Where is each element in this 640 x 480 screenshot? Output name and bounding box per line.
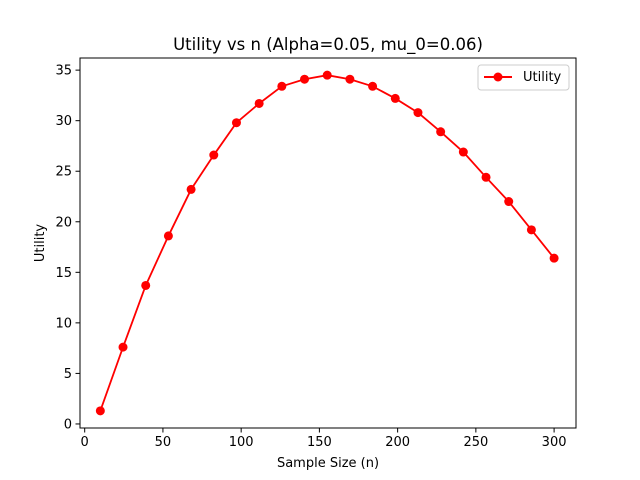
y-tick-label: 35: [55, 64, 72, 79]
y-tick-label: 25: [55, 165, 72, 180]
data-point: [390, 93, 400, 103]
x-tick-label: 100: [229, 435, 254, 450]
y-axis-label: Utility: [33, 224, 48, 263]
x-tick-label: 50: [155, 435, 172, 450]
data-point: [481, 172, 491, 182]
data-point: [141, 280, 151, 290]
legend: Utility: [477, 64, 570, 91]
y-axis-ticks: 0 5 10 15 20 25 30 35: [55, 64, 80, 432]
data-point: [504, 197, 514, 207]
data-point: [186, 184, 196, 194]
data-point: [526, 225, 536, 235]
data-point: [345, 74, 355, 84]
data-point: [163, 231, 173, 241]
data-point: [231, 118, 241, 128]
x-tick-label: 150: [307, 435, 332, 450]
data-point: [436, 127, 446, 137]
y-tick-label: 5: [64, 367, 72, 382]
data-point: [368, 81, 378, 91]
legend-label: Utility: [523, 70, 562, 85]
legend-box: [477, 64, 570, 91]
x-tick-label: 200: [385, 435, 410, 450]
data-point: [209, 150, 219, 160]
y-tick-label: 20: [55, 215, 72, 230]
x-tick-label: 0: [81, 435, 89, 450]
data-point: [549, 253, 559, 263]
x-tick-label: 250: [463, 435, 488, 450]
data-point: [300, 74, 310, 84]
x-tick-label: 300: [542, 435, 567, 450]
series-layer: [95, 70, 559, 416]
data-point: [118, 342, 128, 352]
y-tick-label: 30: [55, 114, 72, 129]
x-axis-ticks: 0 50 100 150 200 250 300: [81, 428, 567, 450]
plot-frame: [79, 57, 577, 429]
data-point: [254, 98, 264, 108]
chart-title: Utility vs n (Alpha=0.05, mu_0=0.06): [173, 35, 483, 55]
x-axis-label: Sample Size (n): [277, 456, 379, 471]
y-tick-label: 10: [55, 316, 72, 331]
y-tick-label: 15: [55, 266, 72, 281]
data-point: [277, 81, 287, 91]
data-point: [95, 406, 105, 416]
legend-marker-sample: [493, 72, 503, 82]
data-point: [322, 70, 332, 80]
y-tick-label: 0: [64, 417, 72, 432]
data-point: [458, 147, 468, 157]
data-point: [413, 108, 423, 118]
